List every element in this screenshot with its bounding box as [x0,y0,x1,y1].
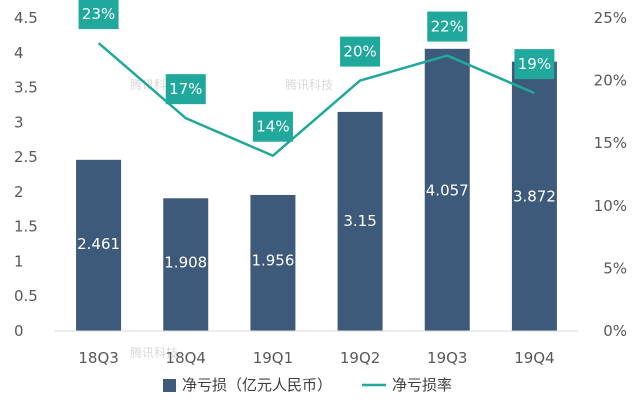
left-axis-tick-label: 0.5 [14,287,38,305]
net-loss-bar [511,61,557,332]
right-axis-tick-label: 15% [594,134,627,152]
left-axis-tick-label: 1.5 [14,218,38,236]
loss-rate-label-box [252,111,293,142]
left-axis-tick-label: 2 [14,183,24,201]
left-axis-tick-label: 3 [14,113,24,131]
x-axis-tick-label: 19Q2 [340,349,380,367]
loss-rate-value-label: 19% [518,55,551,73]
loss-rate-value-label: 20% [343,43,376,61]
loss-rate-label-box [427,11,468,42]
net-loss-value-label: 2.461 [77,235,120,253]
right-axis-tick-label: 25% [594,9,627,27]
right-axis-tick-label: 0% [603,322,627,340]
net-loss-bar [163,198,209,331]
left-axis-tick-label: 4.5 [14,9,38,27]
legend-bar-label: 净亏损（亿元人民币） [182,376,332,394]
loss-rate-label-box [78,0,119,30]
x-axis-tick-label: 19Q4 [514,349,554,367]
loss-rate-value-label: 23% [82,5,115,23]
x-axis-tick-label: 18Q4 [166,349,206,367]
net-loss-bar [76,159,122,331]
x-axis-tick-label: 18Q3 [78,349,118,367]
loss-rate-value-label: 17% [169,80,202,98]
watermark-text: 腾讯科技 [130,345,178,360]
left-axis-tick-label: 0 [14,322,24,340]
net-loss-bar [250,194,296,331]
left-axis-tick-label: 1 [14,252,24,270]
right-axis-tick-label: 5% [603,259,627,277]
net-loss-bar [337,111,383,332]
loss-rate-value-label: 14% [256,118,289,136]
net-loss-value-label: 3.15 [343,212,376,230]
loss-rate-label-box [165,74,206,105]
left-axis-tick-label: 3.5 [14,79,38,97]
net-loss-value-label: 4.057 [426,182,469,200]
loss-rate-line [97,42,535,157]
right-axis-tick-label: 10% [594,197,627,215]
loss-rate-label-box [340,36,381,67]
right-axis-tick-label: 20% [594,72,627,90]
net-loss-value-label: 1.908 [164,253,207,271]
left-axis-tick-label: 2.5 [14,148,38,166]
watermark-text: 腾讯科技 [285,77,333,92]
loss-rate-label-box [514,49,555,80]
loss-rate-value-label: 22% [431,18,464,36]
x-axis-tick-label: 19Q3 [427,349,467,367]
x-axis-tick-label: 19Q1 [253,349,293,367]
net-loss-value-label: 1.956 [251,252,294,270]
net-loss-value-label: 3.872 [513,188,556,206]
legend-line-label: 净亏损率 [392,376,452,394]
legend-bar-swatch [163,379,176,392]
net-loss-bar [424,48,470,331]
left-axis-tick-label: 4 [14,44,24,62]
